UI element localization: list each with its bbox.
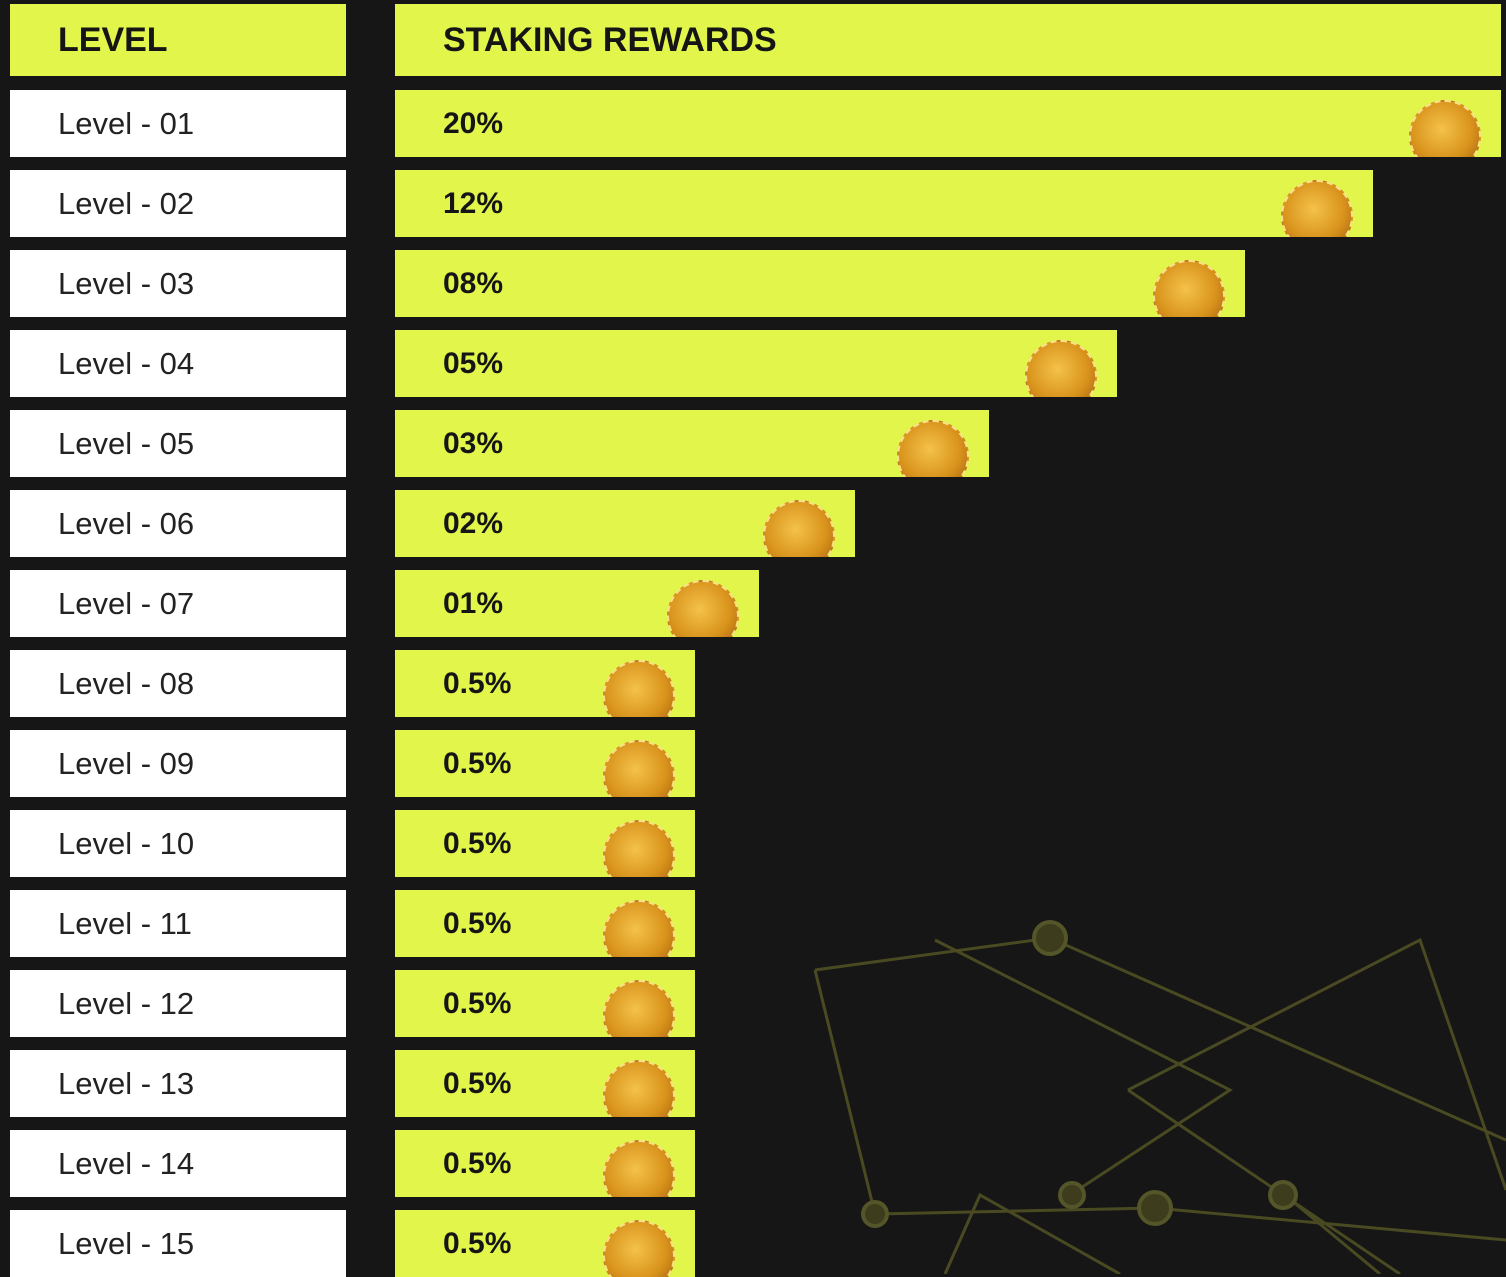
reward-bar: 02% (395, 490, 855, 557)
coin-icon (603, 1220, 675, 1277)
level-header: LEVEL (10, 4, 346, 76)
reward-bar: 0.5% (395, 810, 695, 877)
reward-bar: 03% (395, 410, 989, 477)
coin-icon (603, 1140, 675, 1197)
level-cell: Level - 01 (10, 90, 346, 157)
coin-icon (897, 420, 969, 477)
coin-icon (603, 740, 675, 797)
level-cell: Level - 13 (10, 1050, 346, 1117)
reward-bar: 08% (395, 250, 1245, 317)
reward-bar: 0.5% (395, 730, 695, 797)
reward-bar: 0.5% (395, 970, 695, 1037)
level-cell: Level - 14 (10, 1130, 346, 1197)
reward-bar: 0.5% (395, 1210, 695, 1277)
coin-icon (603, 1060, 675, 1117)
coin-icon (1153, 260, 1225, 317)
coin-icon (667, 580, 739, 637)
reward-bar: 0.5% (395, 890, 695, 957)
reward-bar: 0.5% (395, 650, 695, 717)
level-cell: Level - 02 (10, 170, 346, 237)
coin-icon (763, 500, 835, 557)
level-cell: Level - 12 (10, 970, 346, 1037)
level-cell: Level - 09 (10, 730, 346, 797)
level-cell: Level - 06 (10, 490, 346, 557)
level-cell: Level - 08 (10, 650, 346, 717)
level-cell: Level - 11 (10, 890, 346, 957)
reward-bar: 20% (395, 90, 1501, 157)
level-cell: Level - 03 (10, 250, 346, 317)
coin-icon (1025, 340, 1097, 397)
level-cell: Level - 07 (10, 570, 346, 637)
coin-icon (603, 980, 675, 1037)
coin-icon (603, 660, 675, 717)
level-cell: Level - 04 (10, 330, 346, 397)
rewards-header: STAKING REWARDS (395, 4, 1501, 76)
coin-icon (1281, 180, 1353, 237)
coin-icon (603, 820, 675, 877)
level-cell: Level - 15 (10, 1210, 346, 1277)
reward-bar: 01% (395, 570, 759, 637)
reward-bar: 12% (395, 170, 1373, 237)
coin-icon (1409, 100, 1481, 157)
reward-bar: 05% (395, 330, 1117, 397)
level-cell: Level - 05 (10, 410, 346, 477)
reward-bar: 0.5% (395, 1130, 695, 1197)
reward-bar: 0.5% (395, 1050, 695, 1117)
level-cell: Level - 10 (10, 810, 346, 877)
coin-icon (603, 900, 675, 957)
